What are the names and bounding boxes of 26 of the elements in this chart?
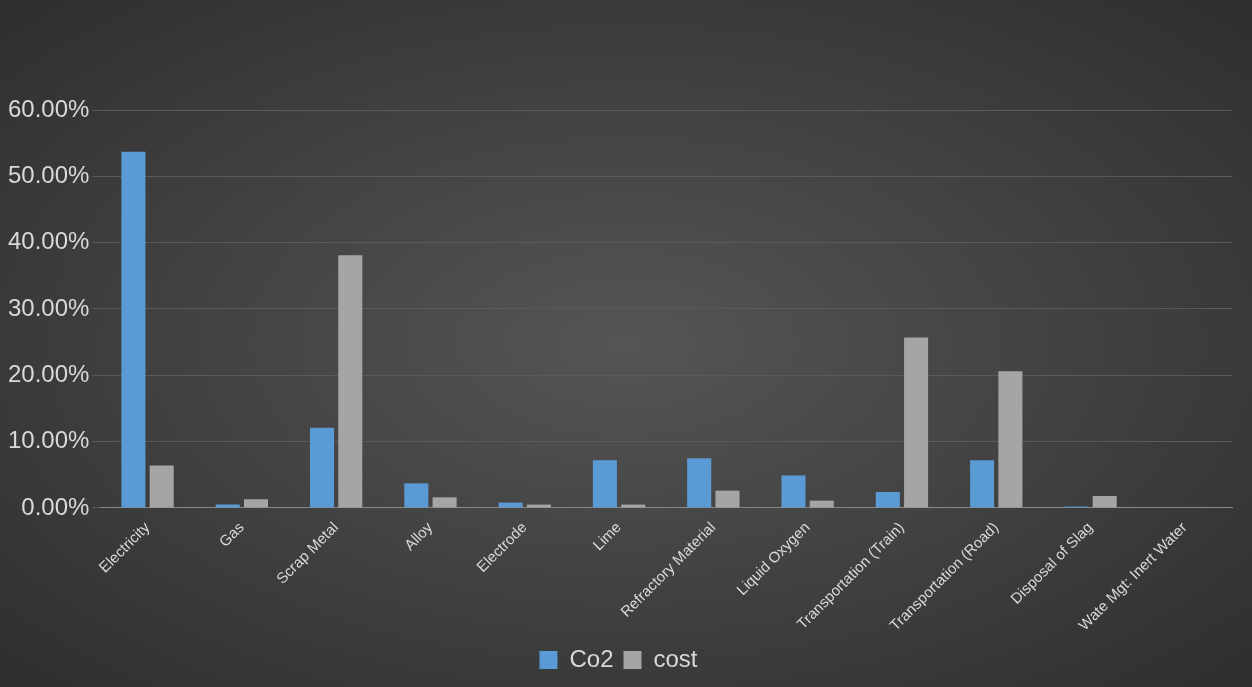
- y-tick-label: 60.00%: [7, 94, 90, 122]
- bar: [338, 255, 363, 508]
- y-tick-label: 20.00%: [7, 359, 90, 387]
- y-tick-label: 30.00%: [7, 293, 90, 321]
- bar: [309, 427, 335, 508]
- bar: [781, 475, 806, 508]
- y-tick-label: 50.00%: [7, 160, 90, 188]
- bar: [1092, 495, 1117, 508]
- bar: [998, 371, 1023, 508]
- bar: [149, 465, 174, 508]
- bar: [404, 483, 429, 508]
- y-tick-label: 10.00%: [7, 426, 90, 454]
- bar: [687, 458, 712, 508]
- bar: [970, 460, 995, 508]
- bar: [592, 460, 617, 508]
- x-tick-label: Gas: [215, 518, 247, 550]
- legend-label: Co2: [569, 644, 614, 672]
- bar: [904, 337, 929, 508]
- legend-label: cost: [653, 644, 698, 672]
- bar: [875, 491, 900, 508]
- bar: [715, 490, 740, 508]
- y-tick-label: 0.00%: [21, 492, 90, 520]
- y-tick-label: 40.00%: [7, 227, 90, 255]
- bar: [432, 497, 457, 508]
- bar: [121, 151, 146, 508]
- bar: [243, 499, 269, 508]
